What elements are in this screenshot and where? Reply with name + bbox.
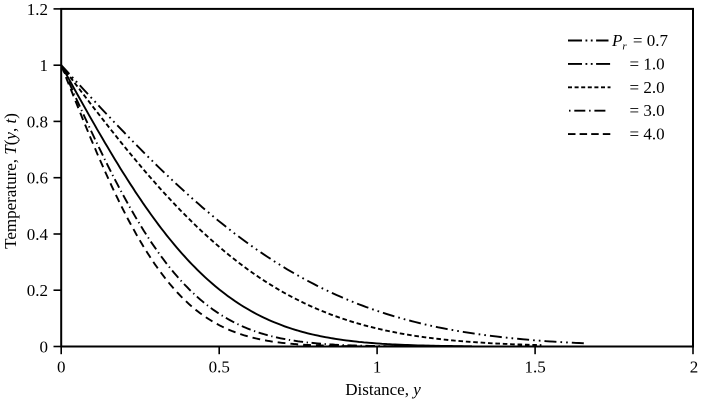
svg-text:= 3.0: = 3.0 <box>630 101 665 120</box>
svg-text:= 2.0: = 2.0 <box>630 78 665 97</box>
svg-text:1.5: 1.5 <box>524 358 545 377</box>
svg-text:Temperature, T(y, t): Temperature, T(y, t) <box>1 113 20 249</box>
svg-text:1: 1 <box>373 358 382 377</box>
svg-text:= 4.0: = 4.0 <box>630 125 665 144</box>
svg-text:2: 2 <box>690 358 699 377</box>
svg-text:0.6: 0.6 <box>27 169 48 188</box>
svg-text:0.8: 0.8 <box>27 112 48 131</box>
svg-text:0: 0 <box>40 338 49 357</box>
svg-text:1: 1 <box>40 56 49 75</box>
svg-text:0.2: 0.2 <box>27 281 48 300</box>
svg-text:Pr = 0.7: Pr = 0.7 <box>611 31 669 53</box>
svg-text:0.5: 0.5 <box>209 358 230 377</box>
svg-text:= 1.0: = 1.0 <box>630 54 665 73</box>
svg-text:1.2: 1.2 <box>27 0 48 19</box>
svg-text:Distance, y: Distance, y <box>345 380 421 399</box>
svg-text:0.4: 0.4 <box>27 225 49 244</box>
svg-text:0: 0 <box>57 358 66 377</box>
